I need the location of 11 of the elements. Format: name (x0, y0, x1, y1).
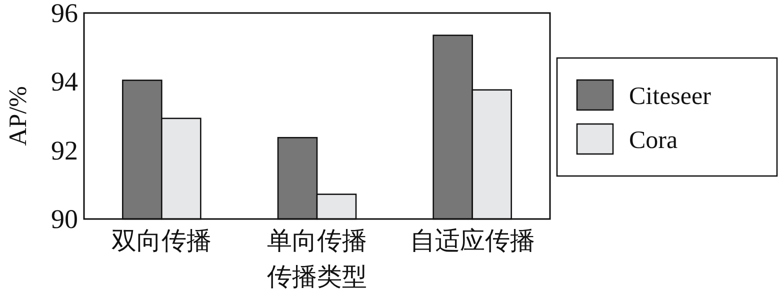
y-tick-label: 94 (51, 66, 78, 97)
x-tick-label: 自适应传播 (410, 227, 535, 255)
y-axis-title: AP/% (5, 86, 32, 146)
y-tick-label: 92 (51, 135, 78, 166)
x-axis-title: 传播类型 (267, 264, 367, 291)
x-tick-label: 双向传播 (112, 228, 212, 255)
y-tick-label: 96 (51, 0, 78, 28)
y-tick-label: 90 (51, 204, 78, 234)
legend-label: Citeseer (629, 83, 712, 110)
x-tick-label: 单向传播 (267, 228, 367, 255)
legend-label: Cora (629, 127, 678, 154)
